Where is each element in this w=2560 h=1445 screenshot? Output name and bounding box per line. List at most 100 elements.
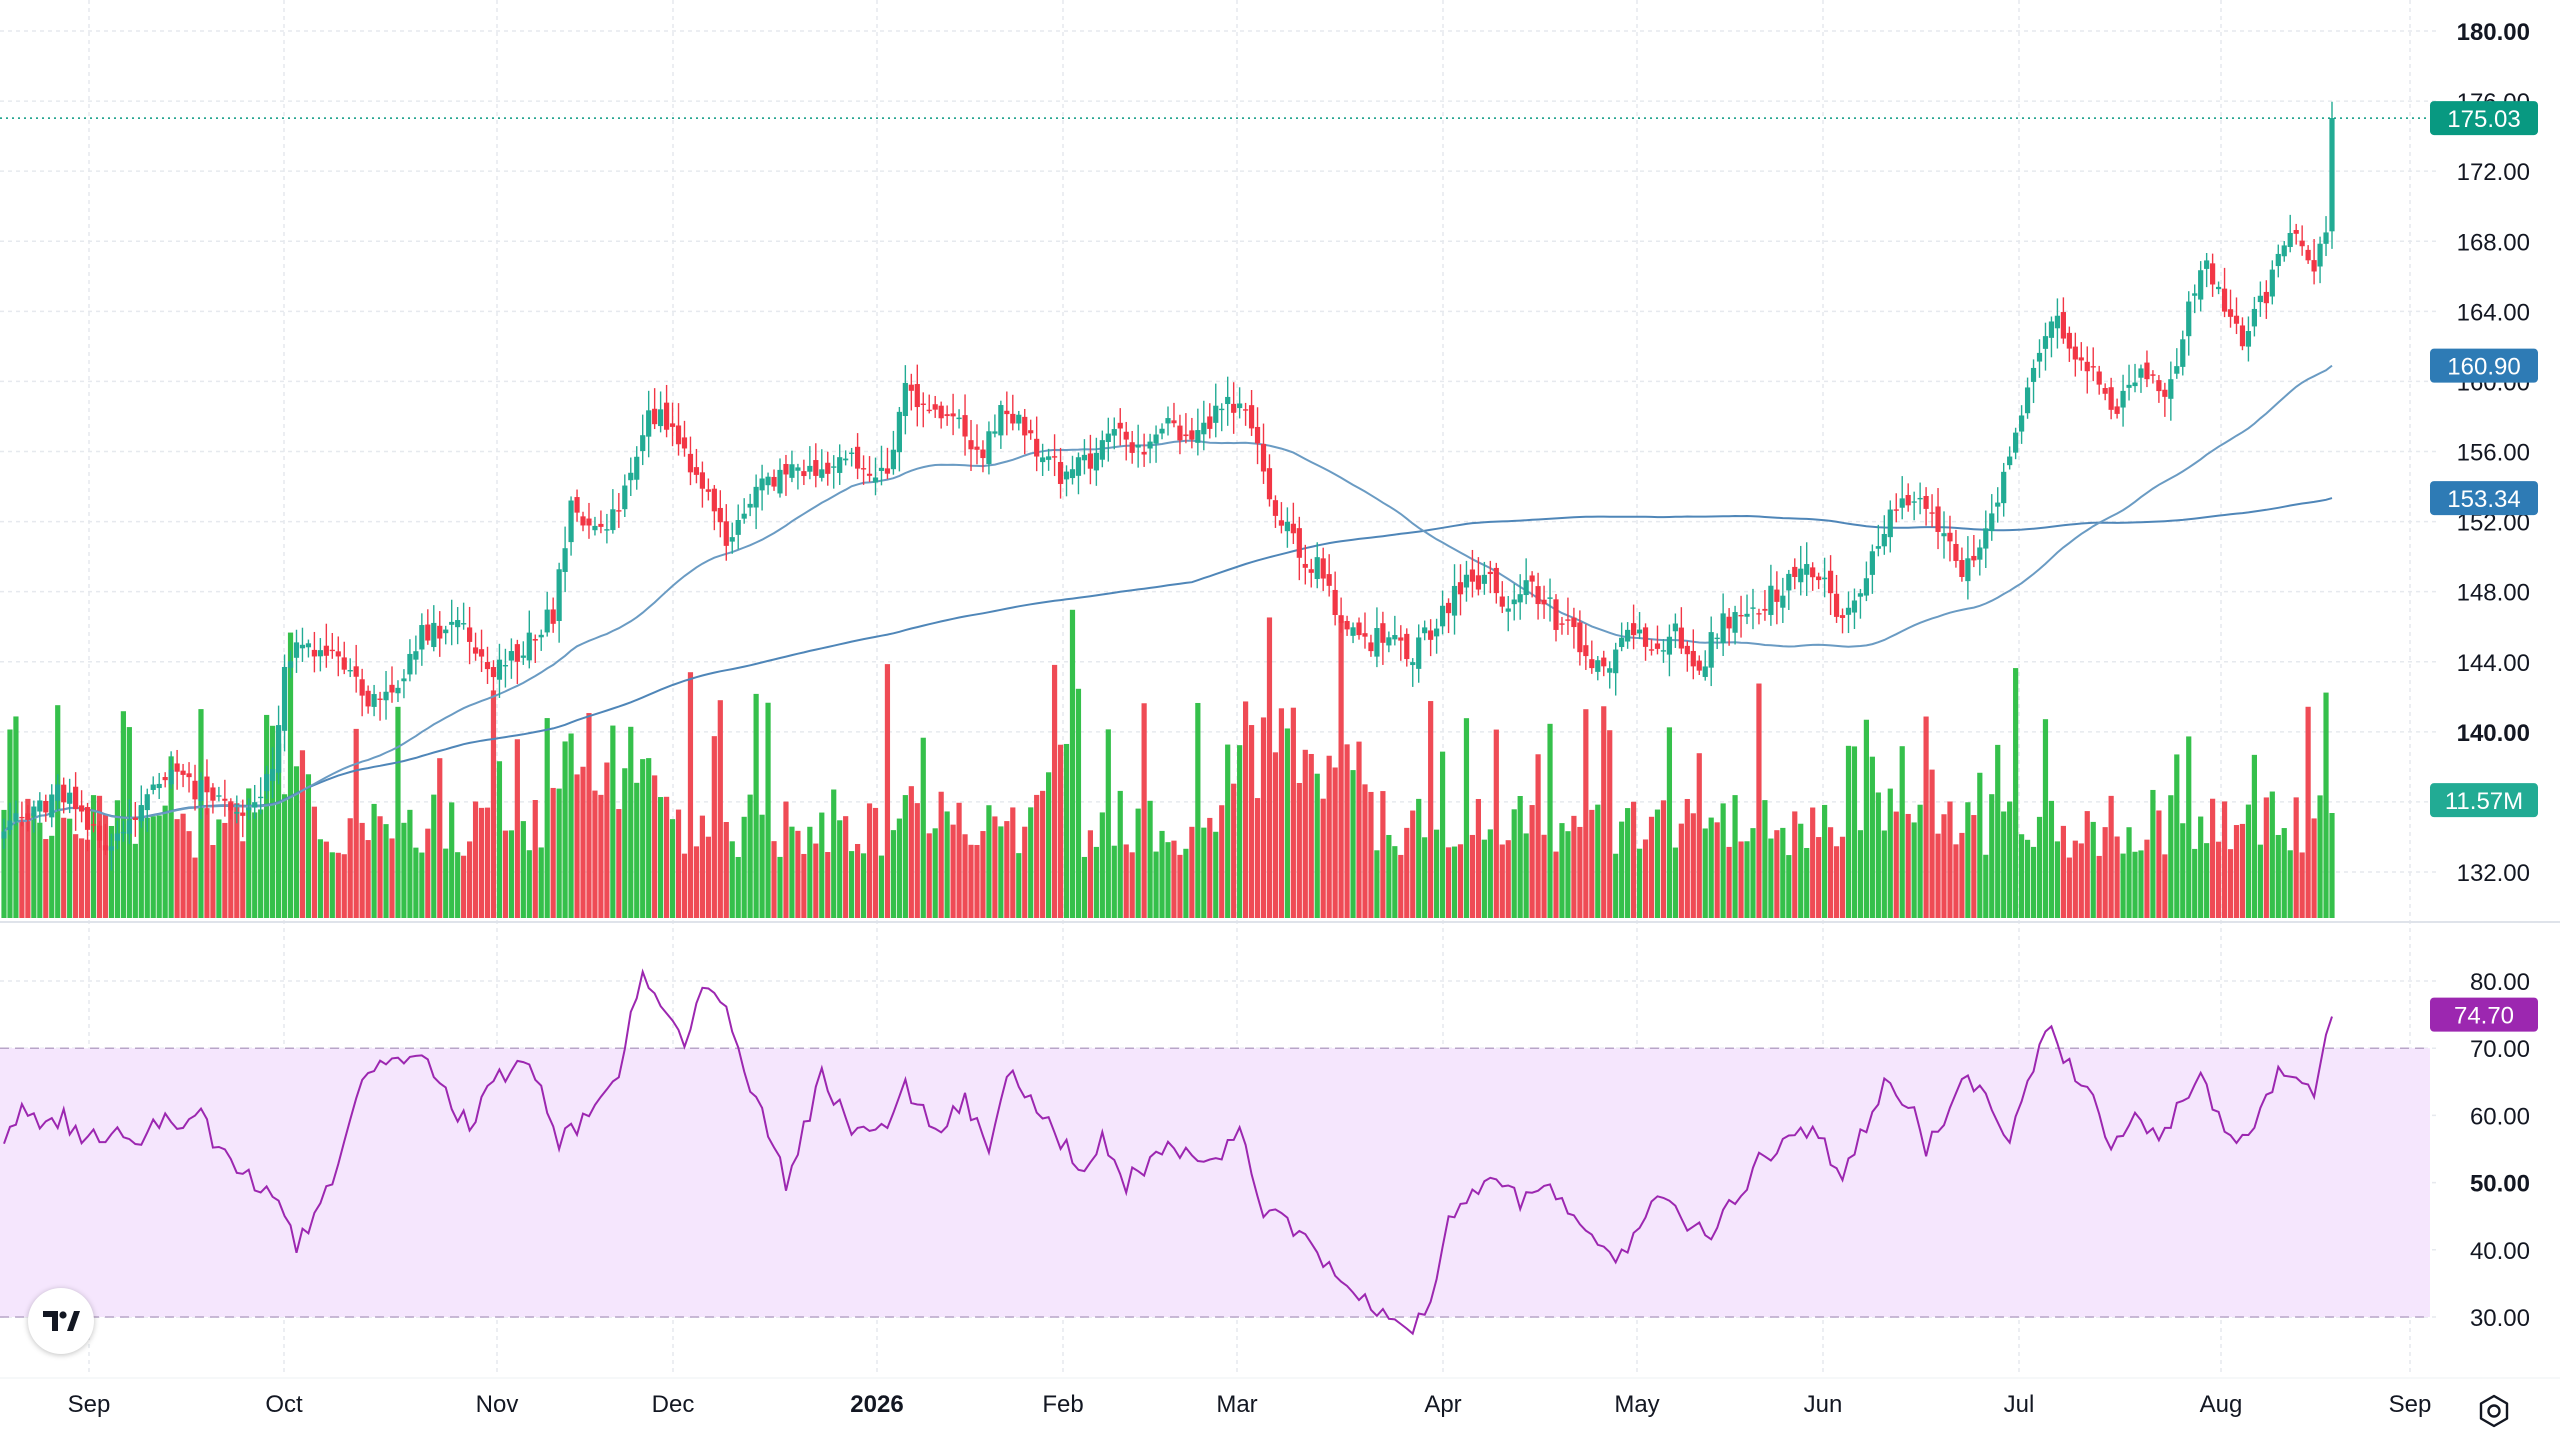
candle-body <box>580 516 586 526</box>
candle-body <box>2030 367 2037 382</box>
volume-bar <box>419 852 425 918</box>
candle-body <box>2138 368 2144 378</box>
candle-body <box>293 642 300 658</box>
volume-bar <box>49 835 55 918</box>
volume-bar <box>1487 829 1493 918</box>
volume-bar <box>2078 843 2084 918</box>
candle-body <box>281 666 288 731</box>
volume-bar <box>759 814 765 918</box>
candle-body <box>2132 382 2138 387</box>
volume-bar <box>114 800 121 918</box>
volume-bar <box>1010 807 1016 918</box>
candle-body <box>604 529 610 531</box>
candle-body <box>1010 413 1016 424</box>
candle-body <box>305 643 312 648</box>
volume-bar <box>1243 701 1249 918</box>
volume-bar <box>1517 796 1523 918</box>
candle-body <box>449 621 455 625</box>
volume-bar <box>2299 852 2305 918</box>
candle-body <box>908 384 914 391</box>
volume-bar <box>616 809 622 918</box>
candle-body <box>2108 387 2114 410</box>
volume-bar <box>1595 804 1601 918</box>
candle-body <box>1153 434 1159 444</box>
volume-bar <box>2019 834 2025 918</box>
candle-body <box>2066 332 2072 349</box>
candle-body <box>1971 555 1977 561</box>
volume-bar <box>1362 784 1368 918</box>
candle-body <box>1386 637 1392 646</box>
tradingview-logo-icon[interactable] <box>28 1288 94 1354</box>
candle-body <box>1708 632 1714 668</box>
candle-body <box>1099 440 1105 460</box>
volume-bar <box>1893 811 1899 918</box>
candle-body <box>1350 627 1356 636</box>
candle-body <box>1 831 7 839</box>
candle-body <box>717 507 723 523</box>
candle-body <box>73 786 79 810</box>
candle-body <box>2269 269 2275 297</box>
volume-bar <box>1816 837 1822 918</box>
volume-bar <box>920 737 926 918</box>
volume-bar <box>968 844 974 918</box>
candle-body <box>2263 291 2269 304</box>
volume-bar <box>2066 857 2072 918</box>
volume-bar <box>37 822 43 918</box>
volume-bar <box>1708 817 1714 918</box>
volume-bar <box>1511 809 1517 918</box>
volume-bar <box>2281 828 2287 918</box>
candle-body <box>1535 586 1541 605</box>
candle-body <box>246 807 252 811</box>
last-price-badge-text: 175.03 <box>2447 106 2520 133</box>
volume-bar <box>1428 701 1434 918</box>
volume-bar <box>1410 810 1416 918</box>
candle-body <box>1237 403 1243 409</box>
candle-body <box>2090 366 2096 368</box>
candle-body <box>1905 495 1911 506</box>
candle-body <box>1207 416 1213 429</box>
volume-bar <box>1547 723 1553 918</box>
rsi-band-fill <box>0 1048 2430 1317</box>
candle-body <box>1028 430 1034 434</box>
candle-body <box>699 472 705 489</box>
gear-icon[interactable] <box>2474 1391 2514 1431</box>
volume-bar <box>144 817 150 918</box>
candle-body <box>1505 608 1511 612</box>
candle-body <box>2323 232 2329 244</box>
volume-bar <box>1750 828 1756 918</box>
candle-body <box>353 666 359 677</box>
candle-body <box>1213 405 1219 423</box>
volume-bar <box>1851 746 1858 918</box>
candle-body <box>1529 575 1535 582</box>
volume-bar <box>1237 745 1243 918</box>
candle-body <box>234 811 240 814</box>
candle-body <box>2114 406 2120 414</box>
volume-bar <box>2275 834 2281 918</box>
volume-bar <box>1350 770 1356 918</box>
volume-bar <box>490 690 497 918</box>
volume-bar <box>467 841 473 918</box>
volume-bar <box>2221 801 2228 918</box>
candle-body <box>759 478 765 491</box>
candle-body <box>1666 636 1673 655</box>
candle-body <box>168 769 174 785</box>
candle-body <box>1123 431 1129 440</box>
volume-bar <box>771 841 777 918</box>
volume-bar <box>2132 851 2138 918</box>
candle-body <box>986 431 992 465</box>
candle-body <box>598 523 604 527</box>
volume-bar <box>61 817 67 918</box>
time-tick-label: Aug <box>2200 1391 2243 1418</box>
candle-body <box>222 798 228 801</box>
volume-bar <box>2138 850 2144 918</box>
candle-body <box>1332 589 1338 615</box>
candle-body <box>1201 422 1207 435</box>
candle-body <box>1326 574 1332 586</box>
candle-body <box>1720 613 1726 644</box>
candle-body <box>520 655 526 658</box>
candle-body <box>25 813 31 820</box>
volume-bar <box>1368 791 1374 918</box>
candle-body <box>1672 623 1678 632</box>
